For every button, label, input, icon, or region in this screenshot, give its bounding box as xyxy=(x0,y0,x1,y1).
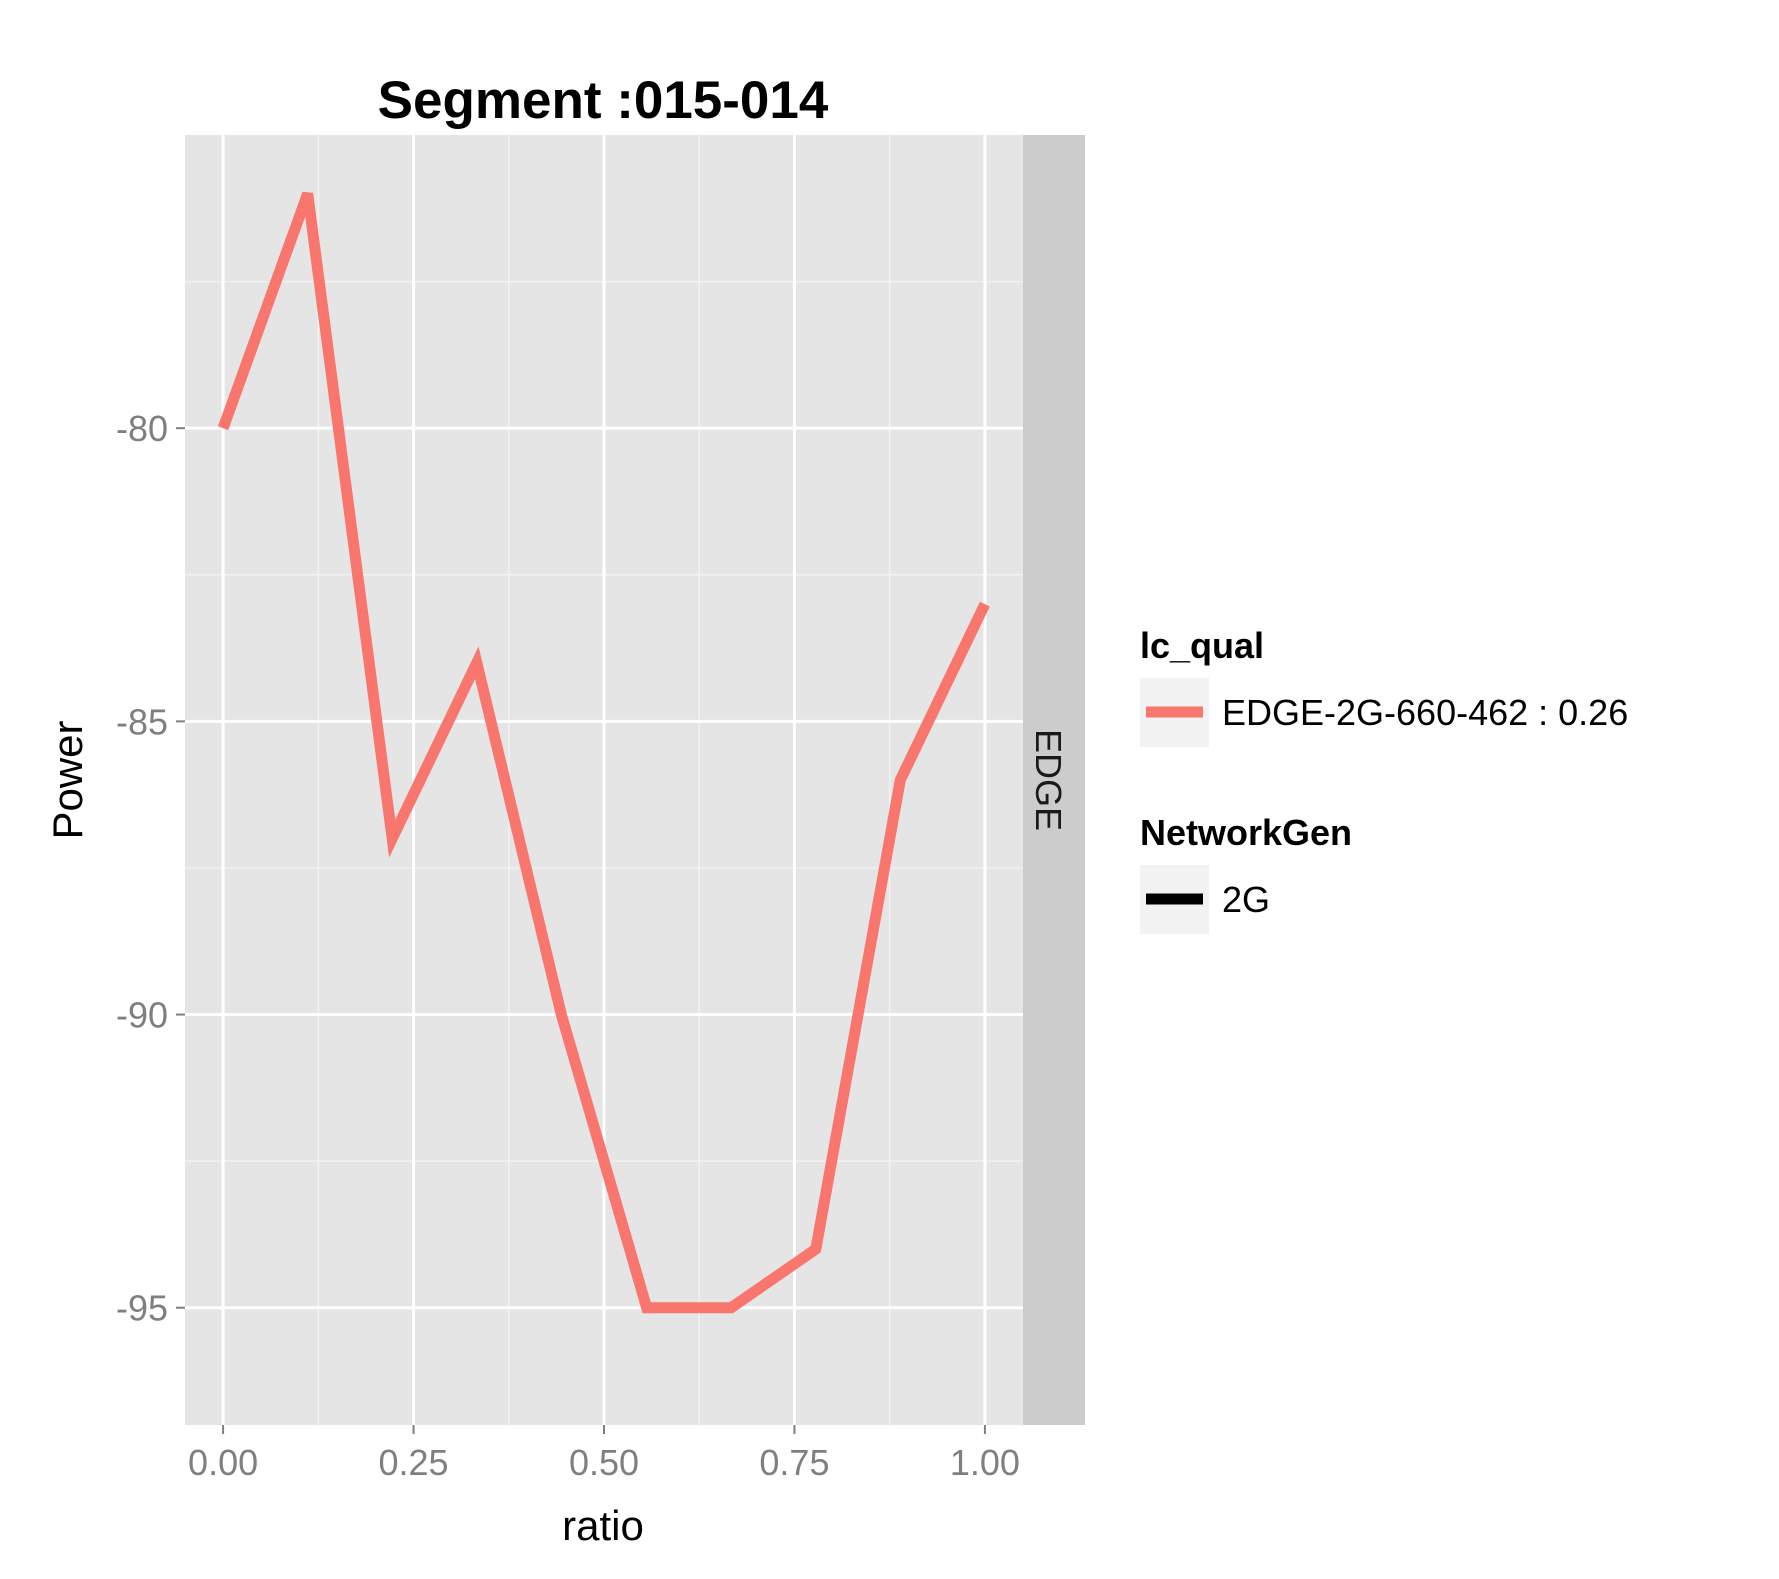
facet-strip-label: EDGE xyxy=(1028,729,1069,831)
x-tick-label: 0.25 xyxy=(379,1442,449,1483)
legend: lc_qual EDGE-2G-660-462 : 0.26 NetworkGe… xyxy=(1140,625,1628,934)
grid-major xyxy=(185,135,1023,1425)
y-tick-label: -90 xyxy=(116,995,168,1036)
x-tick-label: 0.75 xyxy=(759,1442,829,1483)
legend-entry-label: 2G xyxy=(1222,879,1270,920)
x-tick-label: 1.00 xyxy=(950,1442,1020,1483)
y-axis: -80 -85 -90 -95 xyxy=(116,408,185,1329)
y-tick-label: -95 xyxy=(116,1288,168,1329)
y-tick-label: -80 xyxy=(116,408,168,449)
x-axis: 0.00 0.25 0.50 0.75 1.00 xyxy=(188,1425,1020,1483)
chart-title: Segment :015-014 xyxy=(378,71,829,130)
x-tick-label: 0.00 xyxy=(188,1442,258,1483)
series-layer xyxy=(217,191,990,1314)
x-tick-label: 0.50 xyxy=(569,1442,639,1483)
y-tick-label: -85 xyxy=(116,701,168,742)
legend-title-lc-qual: lc_qual xyxy=(1140,625,1264,666)
y-axis-label: Power xyxy=(44,720,91,839)
x-axis-label: ratio xyxy=(562,1502,644,1549)
legend-entry-label: EDGE-2G-660-462 : 0.26 xyxy=(1222,692,1628,733)
legend-title-networkgen: NetworkGen xyxy=(1140,812,1352,853)
series-line xyxy=(217,191,990,1314)
facet-strip xyxy=(1023,135,1085,1425)
